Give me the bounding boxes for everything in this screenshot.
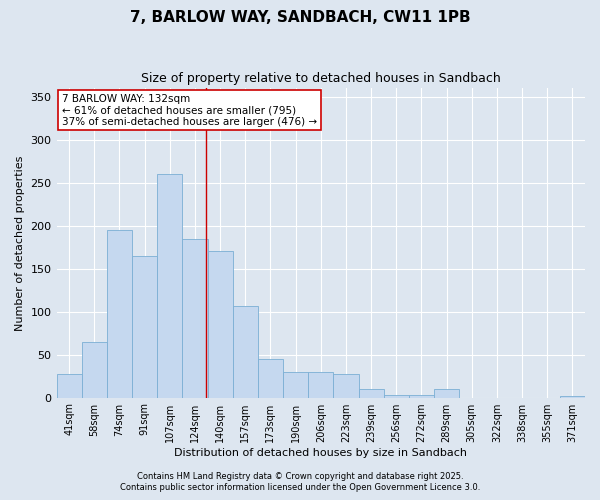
- Bar: [560, 396, 585, 398]
- Bar: [434, 389, 459, 398]
- Bar: [383, 395, 409, 398]
- Bar: [233, 306, 258, 398]
- Bar: [308, 372, 334, 398]
- Bar: [283, 372, 308, 398]
- Bar: [107, 230, 132, 398]
- Title: Size of property relative to detached houses in Sandbach: Size of property relative to detached ho…: [141, 72, 500, 86]
- Bar: [157, 174, 182, 398]
- Text: 7 BARLOW WAY: 132sqm
← 61% of detached houses are smaller (795)
37% of semi-deta: 7 BARLOW WAY: 132sqm ← 61% of detached h…: [62, 94, 317, 127]
- Bar: [132, 256, 157, 398]
- Bar: [208, 252, 233, 398]
- Y-axis label: Number of detached properties: Number of detached properties: [15, 155, 25, 330]
- Bar: [82, 342, 107, 398]
- Bar: [56, 374, 82, 398]
- Bar: [182, 238, 208, 398]
- Bar: [258, 359, 283, 398]
- Bar: [359, 389, 383, 398]
- Text: 7, BARLOW WAY, SANDBACH, CW11 1PB: 7, BARLOW WAY, SANDBACH, CW11 1PB: [130, 10, 470, 25]
- Bar: [334, 374, 359, 398]
- Text: Contains HM Land Registry data © Crown copyright and database right 2025.
Contai: Contains HM Land Registry data © Crown c…: [120, 472, 480, 492]
- Bar: [409, 395, 434, 398]
- X-axis label: Distribution of detached houses by size in Sandbach: Distribution of detached houses by size …: [174, 448, 467, 458]
